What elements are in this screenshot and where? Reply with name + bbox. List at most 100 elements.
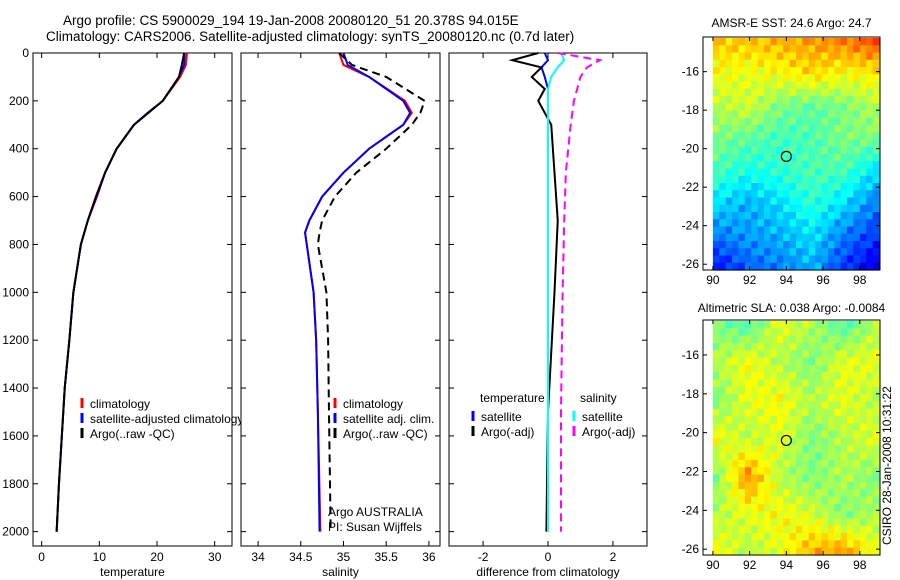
map-cell	[783, 74, 791, 83]
map-cell	[789, 67, 797, 75]
map-cell	[795, 533, 803, 541]
map-cell	[840, 386, 848, 395]
map-cell	[783, 183, 791, 191]
map-cell	[732, 204, 740, 213]
map-cell	[764, 350, 772, 359]
map-cell	[764, 38, 772, 46]
map-cell	[712, 430, 720, 439]
map-cell	[815, 52, 823, 61]
map-cell	[859, 219, 867, 228]
map-cell	[872, 248, 880, 257]
map-cell	[712, 146, 720, 155]
map-cell	[725, 197, 733, 206]
map-cell	[840, 547, 848, 556]
map-cell	[872, 190, 880, 199]
map-cell	[866, 518, 874, 527]
map-cell	[757, 533, 765, 541]
map-cell	[827, 117, 835, 126]
map-cell	[866, 204, 874, 213]
map-cell	[789, 547, 797, 556]
map-cell	[719, 503, 727, 512]
profile-location-marker	[780, 434, 792, 447]
map-cell	[840, 438, 848, 446]
map-cell	[840, 445, 848, 454]
map-cell	[853, 511, 861, 520]
map-cell	[815, 110, 823, 119]
map-cell	[795, 489, 803, 498]
map-cell	[859, 503, 867, 512]
map-cell	[802, 117, 810, 126]
legend-label: Argo(..raw -QC)	[343, 427, 428, 441]
map-cell	[866, 52, 874, 61]
map-cell	[834, 45, 842, 54]
map-cell	[776, 233, 784, 242]
map-cell	[751, 248, 759, 257]
map-cell	[795, 197, 803, 206]
map-cell	[853, 175, 861, 184]
map-cell	[712, 45, 720, 54]
map-cell	[866, 146, 874, 155]
map-cell	[821, 525, 829, 534]
map-cell	[872, 146, 880, 155]
map-cell	[840, 518, 848, 527]
y-tick-label: -26	[682, 257, 700, 271]
map-cell	[712, 364, 720, 373]
map-cell	[866, 161, 874, 170]
map-cell	[770, 146, 778, 155]
map-cell	[808, 459, 816, 468]
map-cell	[815, 161, 823, 170]
map-cell	[815, 474, 823, 483]
map-cell	[853, 364, 861, 373]
map-cell	[834, 547, 842, 556]
map-cell	[866, 364, 874, 373]
map-cell	[827, 110, 835, 119]
map-cell	[866, 328, 874, 337]
map-cell	[757, 233, 765, 242]
map-cell	[840, 139, 848, 148]
map-cell	[712, 190, 720, 199]
map-cell	[827, 125, 835, 133]
map-cell	[770, 342, 778, 351]
map-cell	[815, 372, 823, 381]
map-cell	[744, 394, 752, 403]
map-cell	[802, 372, 810, 381]
map-cell	[783, 219, 791, 228]
map-cell	[757, 154, 765, 162]
map-cell	[789, 161, 797, 170]
map-cell	[821, 379, 829, 388]
map-cell	[770, 81, 778, 90]
map-cell	[725, 372, 733, 381]
map-cell	[872, 445, 880, 454]
map-cell	[808, 394, 816, 403]
map-cell	[834, 248, 842, 257]
map-cell	[751, 168, 759, 177]
map-cell	[744, 88, 752, 97]
map-cell	[840, 74, 848, 83]
map-cell	[732, 438, 740, 446]
map-cell	[859, 132, 867, 141]
map-cell	[764, 481, 772, 490]
map-cell	[789, 335, 797, 344]
map-cell	[757, 204, 765, 213]
map-cell	[732, 262, 740, 271]
map-cell	[719, 110, 727, 119]
map-cell	[815, 408, 823, 417]
map-cell	[725, 226, 733, 235]
map-cell	[719, 96, 727, 104]
map-cell	[744, 67, 752, 75]
map-cell	[808, 452, 816, 461]
map-cell	[770, 59, 778, 68]
map-cell	[757, 518, 765, 527]
map-cell	[738, 335, 746, 344]
map-cell	[725, 110, 733, 119]
map-cell	[853, 342, 861, 351]
map-cell	[802, 67, 810, 75]
map-cell	[866, 45, 874, 54]
map-cell	[738, 110, 746, 119]
map-cell	[859, 67, 867, 75]
map-cell	[712, 350, 720, 359]
map-cell	[757, 45, 765, 54]
map-cell	[764, 467, 772, 476]
map-cell	[821, 88, 829, 97]
